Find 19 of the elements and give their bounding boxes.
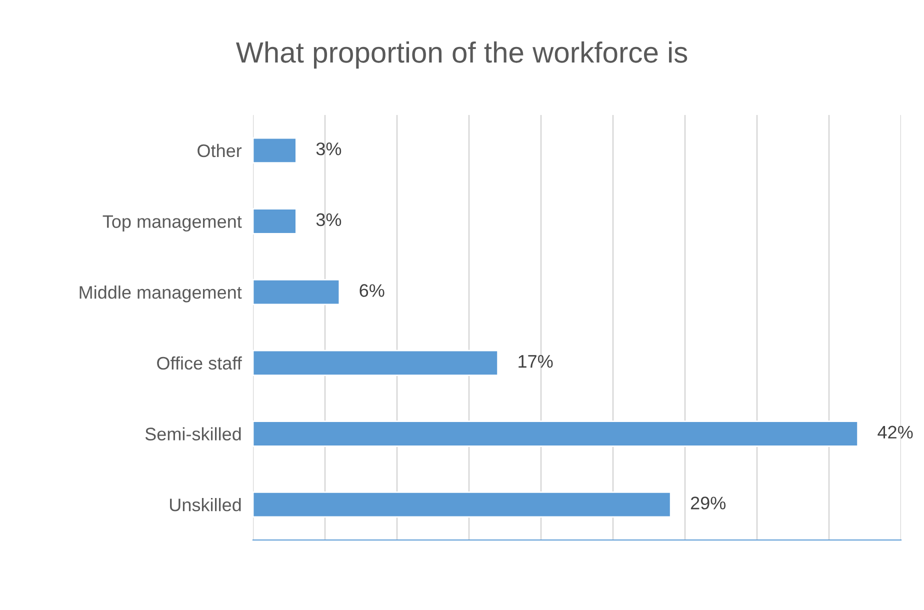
y-tick-label: Middle management bbox=[80, 286, 242, 302]
data-label: 3% bbox=[316, 213, 342, 226]
y-tick-label: Semi-skilled bbox=[145, 427, 241, 440]
bar bbox=[253, 491, 672, 518]
bar bbox=[253, 278, 340, 306]
data-label: 29% bbox=[690, 496, 726, 510]
data-label: 3% bbox=[316, 142, 342, 156]
bar bbox=[253, 208, 297, 234]
data-label: 42% bbox=[878, 426, 913, 439]
y-tick-label: Top management bbox=[102, 215, 242, 232]
bar bbox=[253, 420, 858, 447]
data-label: 6% bbox=[360, 284, 384, 297]
y-tick-label: Office staff bbox=[157, 356, 242, 370]
chart-title: What proportion of the workforce is bbox=[236, 41, 688, 69]
y-tick-label: Unskilled bbox=[170, 498, 241, 512]
data-label: 17% bbox=[518, 355, 553, 368]
bar bbox=[253, 350, 498, 376]
y-tick-label: Other bbox=[198, 144, 242, 158]
bar bbox=[253, 137, 297, 164]
